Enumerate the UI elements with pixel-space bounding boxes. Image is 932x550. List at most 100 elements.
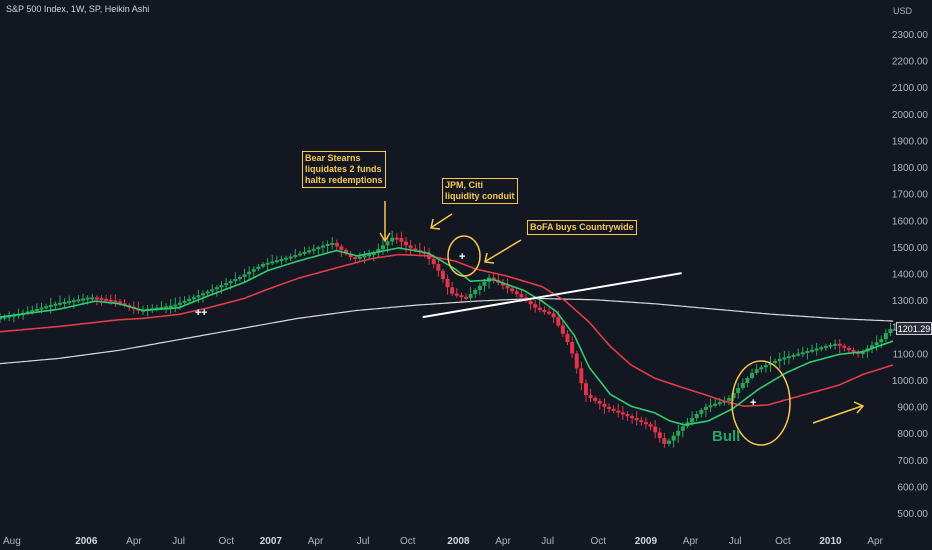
candle-up (468, 294, 473, 299)
candle-up (67, 301, 72, 304)
candle-up (233, 279, 238, 282)
candle-up (680, 426, 685, 431)
candle-up (357, 256, 362, 259)
candle-up (270, 261, 275, 264)
candle-down (607, 406, 612, 409)
y-tick-label: 700.00 (897, 456, 928, 467)
candle-down (602, 403, 607, 407)
arrow-bear-stearns-head (379, 232, 391, 243)
candle-up (201, 293, 206, 296)
candle-down (583, 383, 588, 396)
candle-down (505, 285, 510, 289)
y-tick-label: 2100.00 (892, 83, 929, 94)
candle-down (440, 270, 445, 280)
candle-down (639, 420, 644, 423)
candle-down (500, 282, 505, 286)
candle-down (399, 237, 404, 242)
x-tick-label: Jul (729, 536, 742, 547)
y-axis: 2300.00 2200.00 2100.00 2000.00 1900.00 1800.… (892, 30, 929, 520)
candle-up (777, 358, 782, 362)
candle-up (237, 276, 242, 280)
y-tick-label: 2300.00 (892, 30, 929, 41)
candle-up (750, 372, 755, 378)
x-tick-label: Apr (683, 536, 699, 547)
ma-slow-series (0, 253, 894, 408)
candle-up (879, 339, 884, 343)
y-tick-label: 1000.00 (892, 376, 929, 387)
candle-up (307, 250, 312, 253)
chart-title: S&P 500 Index, 1W, SP, Heikin Ashi (6, 4, 150, 14)
candle-up (800, 352, 805, 355)
candle-down (514, 291, 519, 295)
candle-up (828, 344, 833, 347)
candle-down (519, 294, 524, 298)
x-tick-label: Jul (541, 536, 554, 547)
candle-up (205, 291, 210, 294)
candle-down (560, 325, 565, 334)
candle-up (0, 317, 2, 320)
circle-bull-cross (731, 360, 791, 446)
candle-up (380, 245, 385, 250)
candle-down (491, 277, 496, 280)
arrow-recovery-head (853, 401, 865, 414)
candle-down (445, 279, 450, 288)
candle-down (662, 438, 667, 444)
candle-down (630, 416, 635, 419)
y-tick-label: 1700.00 (892, 190, 929, 201)
candle-down (528, 300, 533, 305)
x-tick-label: Apr (308, 536, 324, 547)
candle-down (459, 295, 464, 298)
candle-up (796, 353, 801, 356)
candle-down (339, 246, 344, 250)
candle-down (611, 408, 616, 411)
candle-up (385, 241, 390, 246)
candle-up (782, 357, 787, 360)
candle-down (348, 253, 353, 258)
candle-up (736, 388, 741, 394)
candle-up (279, 258, 284, 261)
candle-down (353, 257, 358, 260)
y-tick-label: 1100.00 (893, 349, 929, 360)
candle-down (404, 241, 409, 246)
x-tick-label: Apr (126, 536, 142, 547)
annotation-jpm-citi[interactable]: JPM, Citi liquidity conduit (442, 178, 518, 204)
candle-up (191, 297, 196, 300)
candle-down (616, 410, 621, 413)
candle-up (754, 369, 759, 373)
candle-up (667, 440, 672, 444)
candle-up (726, 398, 731, 401)
candle-down (542, 310, 547, 313)
arrow-jpm (431, 213, 453, 228)
candle-up (34, 308, 39, 311)
candle-up (745, 377, 750, 383)
x-tick-label: 2006 (75, 536, 98, 547)
x-tick-label: Apr (495, 536, 511, 547)
candle-up (168, 305, 173, 308)
candle-up (883, 333, 888, 340)
y-tick-label: 1900.00 (892, 136, 929, 147)
candle-down (570, 342, 575, 354)
candle-up (2, 316, 7, 319)
candle-up (260, 264, 265, 267)
candle-up (367, 254, 372, 257)
candle-down (113, 300, 118, 303)
y-tick-label: 2200.00 (892, 57, 929, 68)
x-tick-label: Oct (400, 536, 416, 547)
x-tick-label: Aug (3, 536, 21, 547)
candle-up (39, 307, 44, 310)
annotation-bear-stearns[interactable]: Bear Stearns liquidates 2 funds halts re… (302, 151, 386, 188)
x-tick-label: Oct (591, 536, 607, 547)
candle-up (482, 281, 487, 286)
candle-up (85, 297, 90, 300)
candle-up (311, 248, 316, 251)
candle-up (81, 298, 86, 301)
arrow-bofa (485, 239, 522, 262)
candle-up (242, 274, 247, 277)
y-tick-label: 1500.00 (892, 243, 929, 254)
candle-down (574, 353, 579, 369)
cross-marker-2: + (201, 307, 207, 319)
candle-up (210, 289, 215, 292)
y-tick-label: 900.00 (897, 403, 928, 414)
annotation-bofa[interactable]: BoFA buys Countrywide (527, 220, 637, 235)
